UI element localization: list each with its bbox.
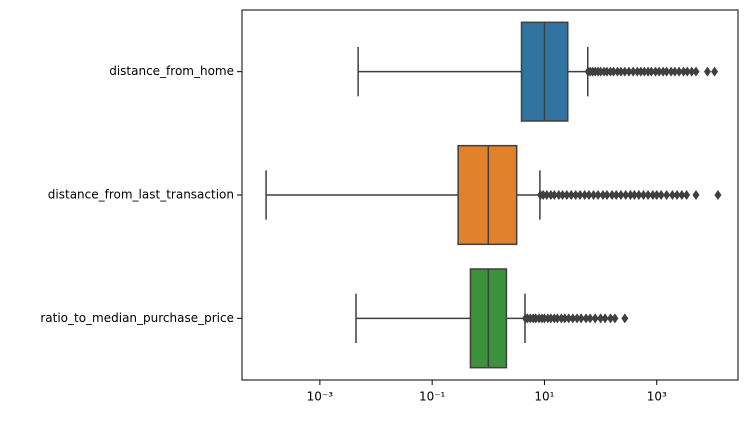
y-tick-label: distance_from_home bbox=[109, 64, 234, 78]
outlier bbox=[597, 313, 605, 324]
outlier bbox=[617, 66, 625, 77]
outlier bbox=[667, 66, 675, 77]
outlier bbox=[639, 190, 647, 200]
outlier bbox=[680, 66, 688, 77]
outlier bbox=[569, 313, 577, 324]
outlier bbox=[573, 313, 581, 324]
outlier bbox=[621, 66, 629, 77]
x-tick-label: 10⁻¹ bbox=[419, 390, 446, 404]
outlier bbox=[577, 313, 585, 324]
outlier bbox=[621, 313, 629, 324]
outlier bbox=[599, 190, 607, 200]
outlier bbox=[683, 190, 691, 200]
outlier bbox=[649, 190, 657, 200]
outlier bbox=[675, 66, 683, 77]
outlier bbox=[603, 190, 611, 200]
outlier bbox=[553, 313, 561, 324]
outlier bbox=[563, 190, 571, 200]
outlier bbox=[590, 190, 598, 200]
outlier bbox=[653, 190, 661, 200]
y-tick-label: ratio_to_median_purchase_price bbox=[40, 311, 234, 325]
outlier bbox=[673, 190, 681, 200]
outlier bbox=[612, 190, 620, 200]
outlier bbox=[539, 190, 547, 200]
outlier bbox=[644, 190, 652, 200]
outlier bbox=[608, 190, 616, 200]
outlier bbox=[635, 190, 643, 200]
outlier bbox=[555, 190, 563, 200]
outlier bbox=[567, 190, 575, 200]
outlier bbox=[611, 313, 619, 324]
x-tick-label: 10¹ bbox=[534, 390, 554, 404]
outlier bbox=[629, 66, 637, 77]
outlier bbox=[559, 190, 567, 200]
outlier bbox=[606, 313, 614, 324]
outlier bbox=[565, 313, 573, 324]
outlier bbox=[688, 66, 696, 77]
plot-frame bbox=[241, 9, 739, 381]
y-tick-label: distance_from_last_transaction bbox=[48, 188, 234, 202]
outlier bbox=[647, 66, 655, 77]
x-tick-label: 10³ bbox=[647, 390, 667, 404]
outlier bbox=[663, 66, 671, 77]
outlier bbox=[591, 313, 599, 324]
outlier bbox=[633, 66, 641, 77]
outlier bbox=[586, 313, 594, 324]
outlier bbox=[622, 190, 630, 200]
outlier bbox=[572, 190, 580, 200]
outlier bbox=[714, 190, 722, 200]
outlier bbox=[671, 66, 679, 77]
outlier bbox=[585, 190, 593, 200]
outlier bbox=[668, 190, 676, 200]
outlier bbox=[576, 190, 584, 200]
outlier bbox=[601, 313, 609, 324]
box bbox=[457, 144, 518, 246]
outlier bbox=[543, 190, 551, 200]
outlier bbox=[581, 190, 589, 200]
outlier bbox=[550, 190, 558, 200]
outlier bbox=[678, 190, 686, 200]
outlier bbox=[657, 190, 665, 200]
outlier bbox=[630, 190, 638, 200]
outlier bbox=[651, 66, 659, 77]
outlier bbox=[561, 313, 569, 324]
outlier bbox=[625, 66, 633, 77]
x-tick-label: 10⁻³ bbox=[307, 390, 334, 404]
outlier bbox=[594, 190, 602, 200]
outlier bbox=[640, 66, 648, 77]
outlier bbox=[655, 66, 663, 77]
outlier bbox=[610, 66, 618, 77]
outlier bbox=[711, 66, 719, 77]
outlier bbox=[683, 66, 691, 77]
outlier bbox=[703, 66, 711, 77]
outlier bbox=[582, 313, 590, 324]
outlier bbox=[663, 190, 671, 200]
outlier bbox=[692, 190, 700, 200]
outlier bbox=[692, 66, 700, 77]
outlier bbox=[626, 190, 634, 200]
outlier bbox=[617, 190, 625, 200]
